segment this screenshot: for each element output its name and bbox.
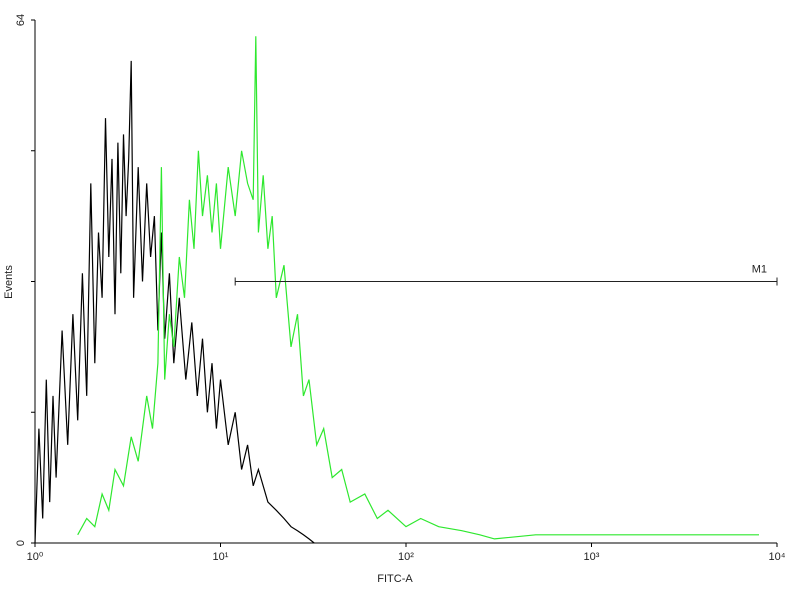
histogram-trace [34,60,315,544]
y-axis-label: Events [3,265,15,299]
marker-label: M1 [752,263,767,275]
x-tick-label: 10² [398,551,414,563]
x-tick-label: 10⁰ [27,551,44,563]
x-tick-label: 10¹ [213,551,229,563]
x-tick-label: 10³ [584,551,600,563]
x-tick-label: 10⁴ [769,551,786,563]
histogram-trace [77,36,759,540]
x-axis-label: FITC-A [377,573,413,585]
y-tick-label: 64 [15,14,27,26]
y-tick-label: 0 [15,540,27,546]
